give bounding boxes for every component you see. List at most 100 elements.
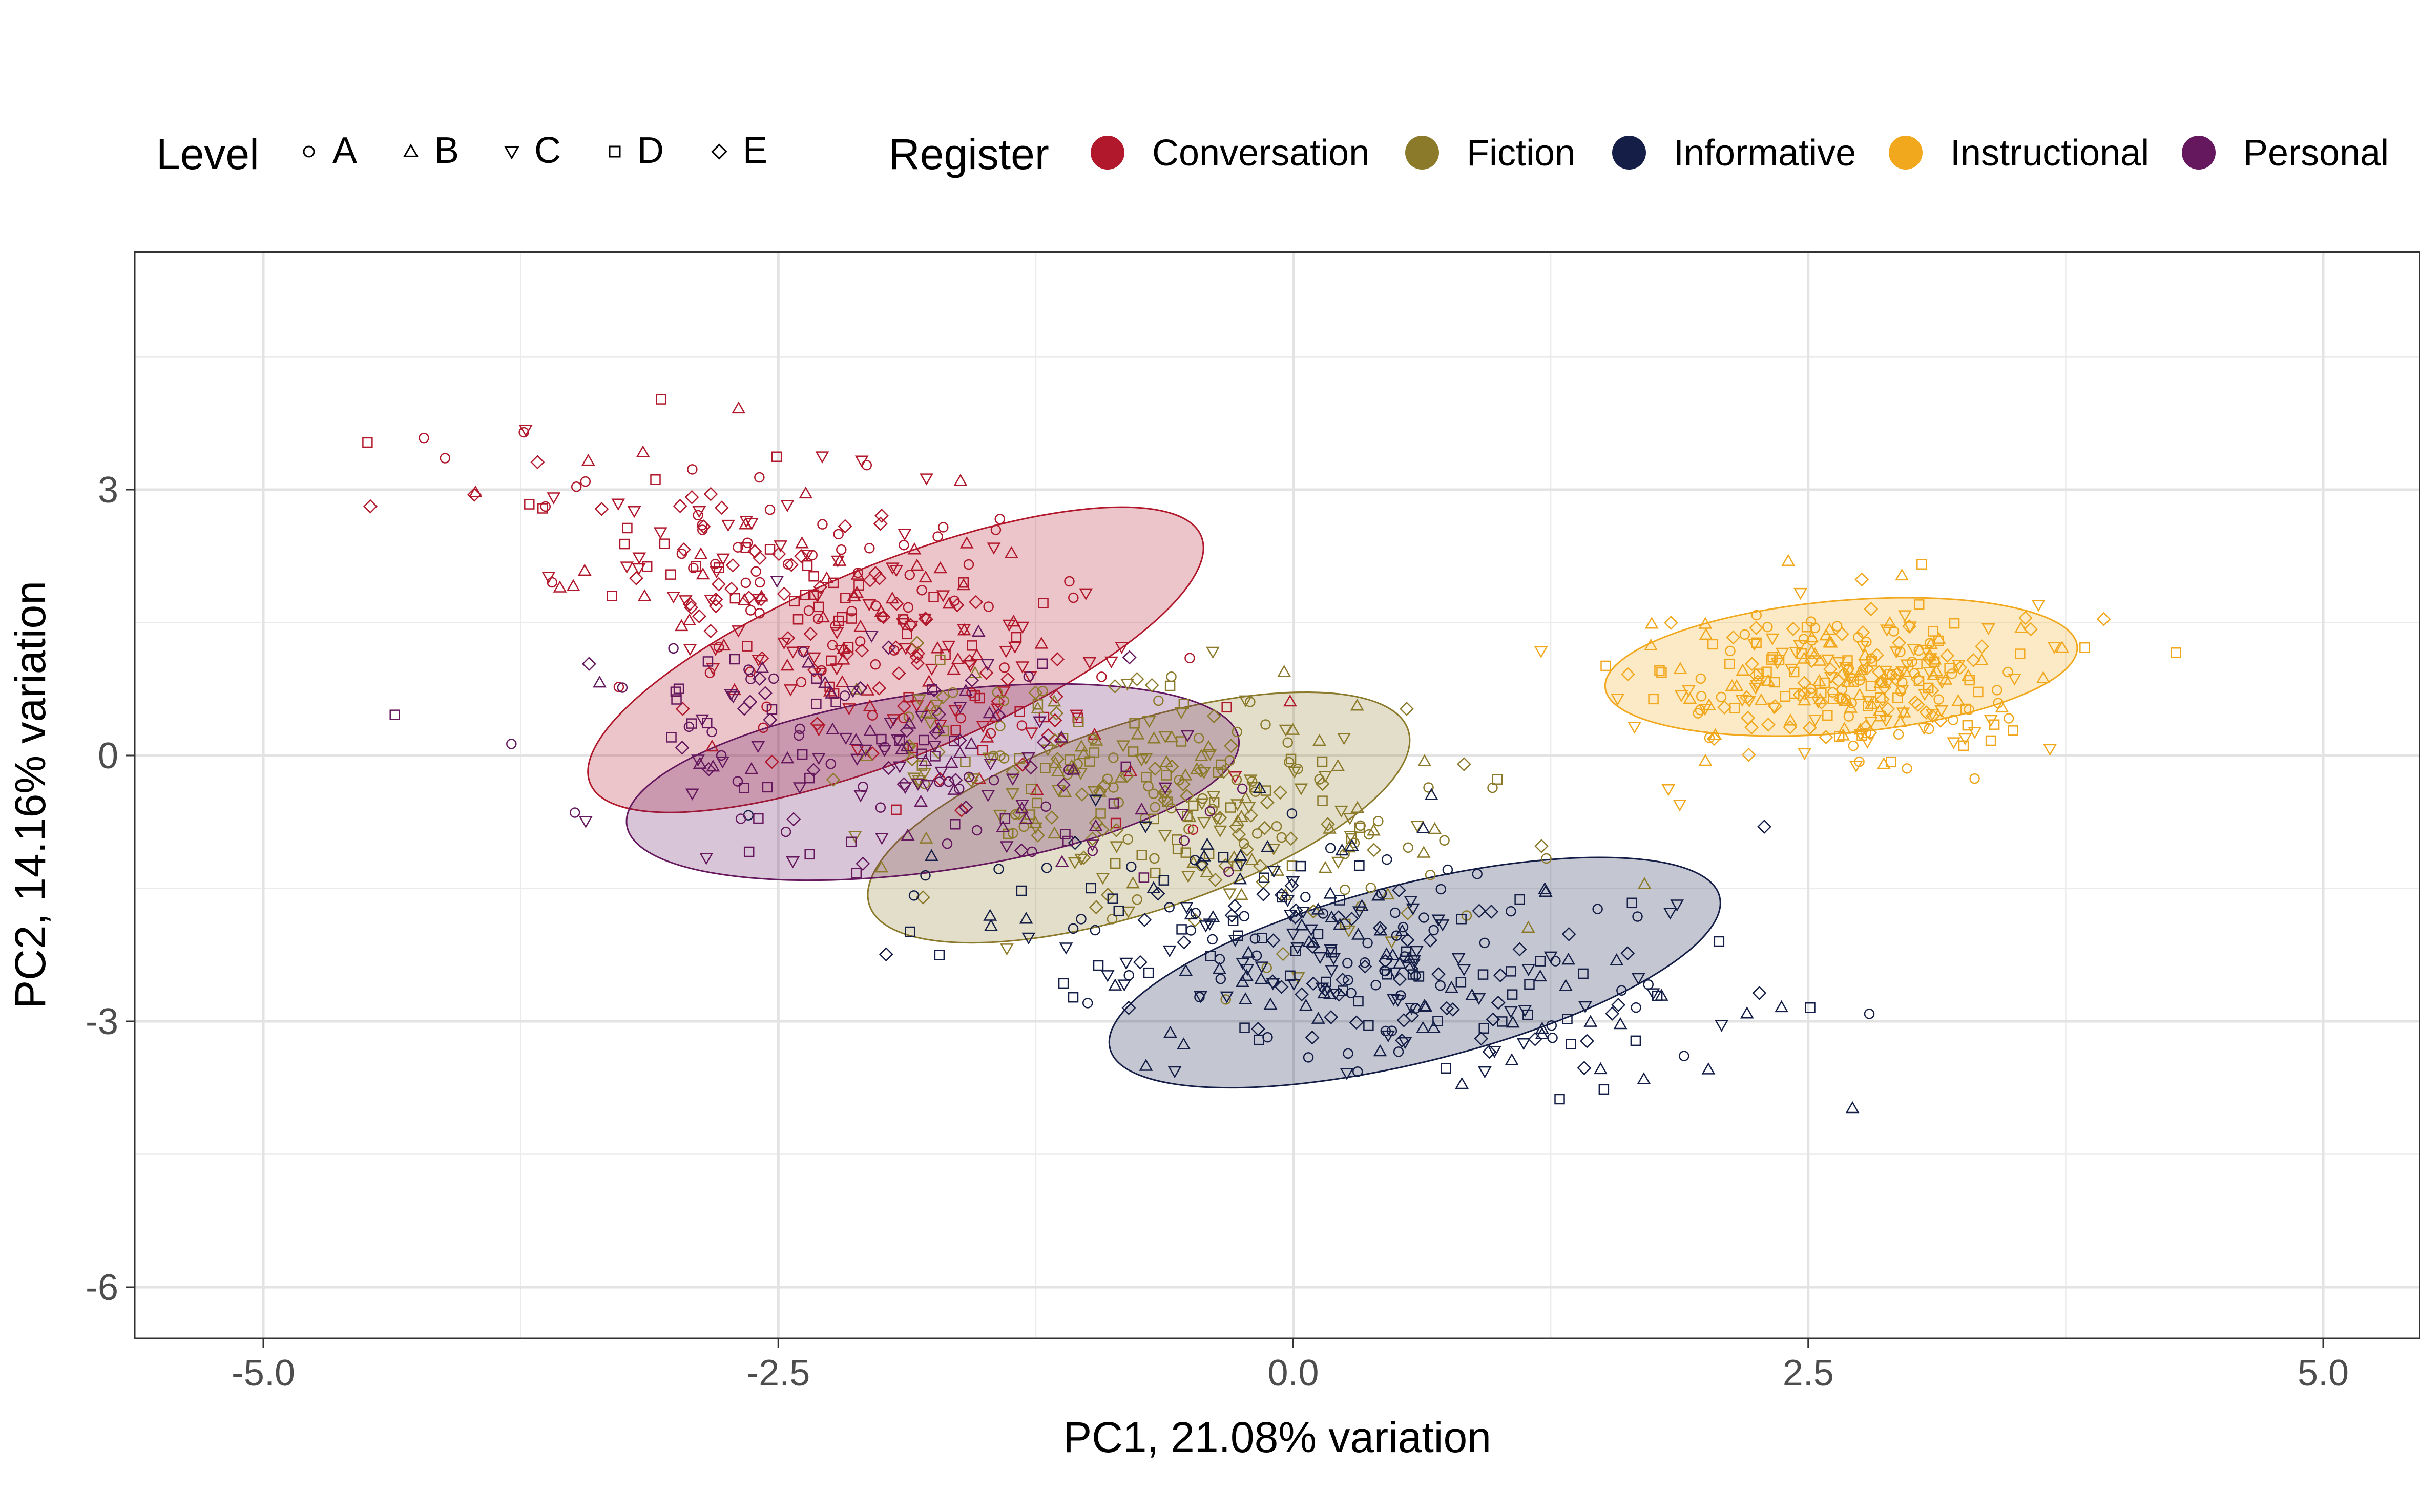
data-point (1761, 674, 1776, 686)
data-point (1089, 819, 1103, 831)
data-point (1461, 910, 1472, 921)
data-point (1324, 910, 1339, 922)
data-point (995, 721, 1006, 731)
data-point (1441, 1063, 1451, 1074)
data-point (1981, 623, 1995, 636)
data-point (1644, 638, 1658, 650)
data-point (846, 836, 857, 848)
data-point (999, 841, 1014, 853)
data-point (1317, 795, 1328, 806)
data-point (1864, 697, 1879, 709)
data-point (1007, 614, 1020, 627)
data-point (1150, 802, 1160, 813)
data-point (1240, 842, 1255, 857)
data-point (1138, 821, 1153, 833)
data-point (1151, 886, 1165, 901)
data-point (1814, 695, 1829, 710)
data-point (884, 718, 898, 730)
data-point (1455, 977, 1467, 988)
data-point (1231, 774, 1242, 785)
data-point (935, 654, 946, 665)
data-point (830, 620, 841, 632)
data-point (726, 691, 740, 704)
data-point (729, 593, 741, 604)
data-point (1193, 733, 1204, 744)
data-point (1611, 694, 1625, 706)
data-point (1381, 887, 1395, 900)
data-point (1783, 713, 1798, 726)
data-point (1702, 698, 1716, 710)
data-point (704, 595, 718, 607)
data-point (1176, 777, 1191, 792)
data-point (1910, 671, 1925, 686)
data-point (1661, 784, 1676, 796)
data-point (1049, 689, 1063, 704)
data-point (1200, 865, 1214, 877)
data-point (566, 579, 580, 591)
data-point (835, 675, 849, 687)
data-point (1674, 690, 1688, 703)
data-point (886, 714, 901, 726)
data-point (696, 519, 711, 534)
data-point (1041, 728, 1056, 743)
data-point (1276, 832, 1287, 843)
data-point (799, 486, 813, 499)
data-point (1274, 979, 1289, 994)
data-point (682, 597, 697, 612)
data-point (804, 849, 815, 860)
y-tick-label: -3 (86, 1001, 118, 1042)
data-point (1144, 678, 1159, 692)
data-point (637, 589, 652, 601)
data-point (804, 772, 815, 784)
data-point (1853, 729, 1868, 741)
data-point (1610, 953, 1624, 965)
data-point (780, 826, 791, 837)
data-point (1054, 730, 1069, 743)
data-point (1015, 800, 1029, 812)
data-point (958, 800, 973, 815)
data-point (1326, 947, 1337, 958)
data-point (942, 596, 956, 609)
data-point (919, 831, 933, 844)
data-point (993, 864, 1004, 874)
data-point (636, 445, 650, 457)
data-point (1744, 720, 1759, 735)
data-point (948, 705, 963, 718)
data-point (800, 549, 815, 562)
data-point (738, 517, 753, 530)
data-point (1207, 804, 1218, 814)
data-point (1925, 683, 1939, 698)
data-point (996, 820, 1010, 832)
data-point (1386, 994, 1401, 1006)
data-point (783, 684, 798, 697)
data-point (1487, 1046, 1501, 1058)
data-point (1056, 778, 1071, 792)
data-point (1809, 622, 1821, 634)
data-point (1355, 820, 1366, 831)
data-point (1137, 913, 1152, 927)
data-point (1775, 647, 1789, 660)
data-point (1025, 727, 1038, 740)
data-point (1507, 989, 1518, 1000)
data-point (617, 682, 628, 693)
data-point (1305, 1030, 1320, 1045)
data-point (1949, 618, 1960, 629)
data-point (874, 604, 888, 617)
data-point (1166, 671, 1177, 682)
data-point (1206, 910, 1220, 922)
data-point (1251, 950, 1262, 961)
data-point (1161, 770, 1172, 781)
data-point (1108, 978, 1122, 991)
data-point (1238, 992, 1253, 1004)
data-point (1409, 946, 1424, 958)
data-point (1346, 988, 1357, 998)
data-point (1321, 976, 1331, 988)
data-point (754, 607, 765, 619)
data-point (1875, 692, 1886, 703)
data-point (1185, 925, 1197, 936)
data-point (743, 846, 755, 857)
data-point (816, 610, 830, 623)
data-point (957, 624, 971, 637)
data-point (1416, 1021, 1430, 1033)
data-point (1561, 927, 1576, 941)
